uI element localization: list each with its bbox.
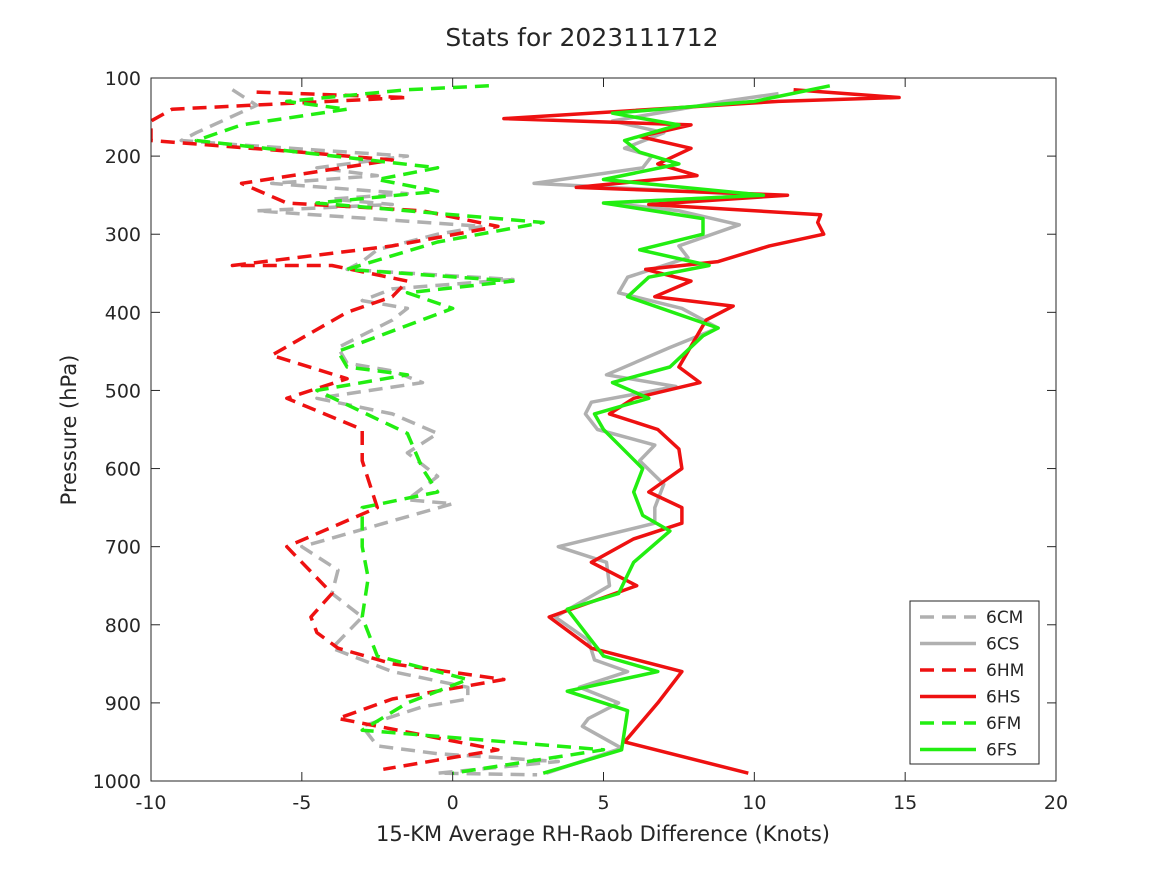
y-tick-label: 300 [105,224,141,246]
series-layer [151,84,901,777]
y-tick-label: 700 [105,537,141,559]
y-tick-label: 800 [105,615,141,637]
x-axis-label: 15-KM Average RH-Raob Difference (Knots) [376,822,830,846]
y-tick-label: 100 [105,68,141,90]
y-tick-label: 1000 [93,771,141,793]
x-tick-label: -10 [135,792,166,814]
series-line-6cs [532,91,779,775]
chart-title: Stats for 2023111712 [445,23,718,52]
legend-label: 6FM [986,714,1021,734]
y-tick-label: 400 [105,302,141,324]
x-tick-label: 0 [447,792,459,814]
series-line-6hm [151,90,506,772]
legend: 6CM 6CS 6HM 6HS 6FM 6FS [909,600,1040,765]
x-tick-label: -5 [292,792,311,814]
series-line-6fs [542,84,831,775]
x-tick-label: 15 [893,792,917,814]
legend-label: 6HM [986,661,1024,681]
legend-label: 6CM [986,608,1023,628]
legend-box [909,600,1040,765]
legend-label: 6HS [986,688,1020,708]
x-axis: -10 -5 0 5 10 15 20 [135,78,1068,814]
y-tick-label: 200 [105,146,141,168]
legend-label: 6CS [986,635,1019,655]
y-tick-label: 500 [105,380,141,402]
series-line-6hs [502,87,901,775]
y-tick-label: 600 [105,459,141,481]
y-tick-label: 900 [105,693,141,715]
y-axis: 100 200 300 400 500 600 700 800 900 1000 [93,68,1056,793]
x-tick-label: 10 [742,792,766,814]
series-line-6cm [179,88,561,777]
legend-label: 6FS [986,741,1017,761]
x-tick-label: 20 [1044,792,1068,814]
y-axis-label: Pressure (hPa) [57,355,81,506]
x-tick-label: 5 [597,792,609,814]
